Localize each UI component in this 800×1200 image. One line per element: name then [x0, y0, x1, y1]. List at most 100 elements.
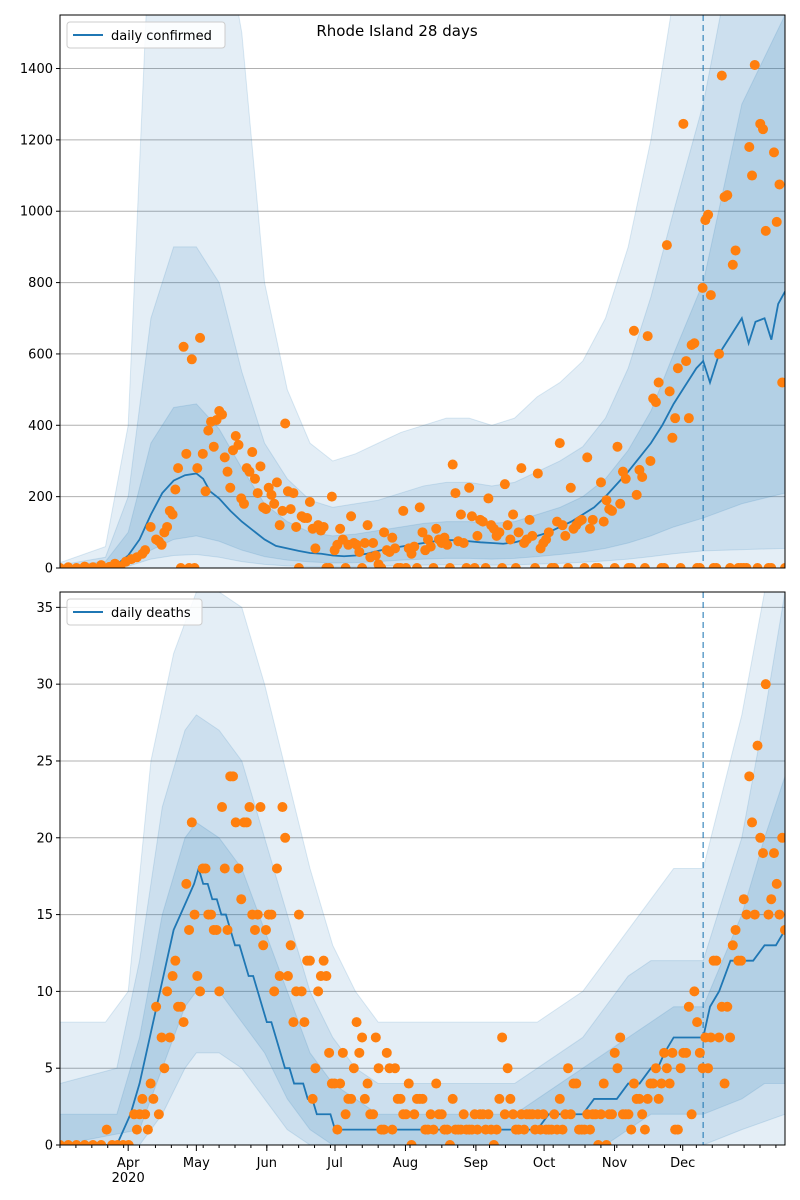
observed-point [357, 563, 368, 568]
observed-point [148, 1093, 159, 1104]
observed-point [747, 170, 758, 181]
observed-point [532, 468, 543, 479]
x-tick-label: Dec [670, 1156, 695, 1171]
observed-point [425, 1109, 436, 1120]
observed-point [502, 520, 513, 531]
observed-point [288, 1017, 299, 1028]
y-tick-label: 200 [28, 490, 53, 505]
observed-point [217, 802, 228, 813]
observed-point [771, 878, 782, 889]
observed-point [571, 1078, 582, 1089]
observed-point [615, 498, 626, 509]
observed-point [346, 1093, 357, 1104]
observed-point [340, 1109, 351, 1120]
observed-point [142, 1124, 153, 1135]
observed-point [461, 563, 472, 568]
observed-point [634, 1093, 645, 1104]
observed-point [744, 142, 755, 153]
observed-point [579, 563, 590, 568]
observed-point [326, 491, 337, 502]
observed-point [714, 348, 725, 359]
observed-point [159, 1063, 170, 1074]
observed-point [203, 425, 214, 436]
observed-point [370, 1032, 381, 1043]
observed-point [200, 486, 211, 497]
observed-point [184, 924, 195, 935]
observed-point [167, 509, 178, 520]
legend: daily confirmed [66, 21, 226, 49]
observed-point [192, 971, 203, 982]
observed-point [170, 484, 181, 495]
observed-point [637, 1109, 648, 1120]
observed-point [406, 1140, 417, 1145]
observed-point [428, 1124, 439, 1135]
observed-point [304, 496, 315, 507]
observed-point [156, 1032, 167, 1043]
observed-point [749, 909, 760, 920]
y-tick-label: 20 [36, 831, 53, 846]
observed-point [464, 482, 475, 493]
observed-point [626, 1124, 637, 1135]
observed-point [554, 1093, 565, 1104]
observed-point [431, 1078, 442, 1089]
observed-point [225, 482, 236, 493]
observed-point [153, 1109, 164, 1120]
observed-point [387, 532, 398, 543]
observed-point [631, 489, 642, 500]
observed-point [337, 1047, 348, 1058]
y-tick-label: 600 [28, 347, 53, 362]
observed-point [258, 940, 269, 951]
observed-point [63, 1140, 74, 1145]
observed-point [771, 216, 782, 227]
observed-point [719, 1078, 730, 1089]
uncertainty-band [60, 15, 785, 568]
observed-point [675, 563, 686, 568]
observed-point [186, 817, 197, 828]
observed-point [222, 924, 233, 935]
y-tick-label: 0 [45, 562, 53, 577]
y-axis-ticks: 0 5 10 15 20 25 30 35 [36, 601, 60, 1154]
observed-point [282, 971, 293, 982]
x-tick-label: May [183, 1156, 210, 1171]
observed-point [233, 439, 244, 450]
observed-point [208, 441, 219, 452]
observed-point [689, 986, 700, 997]
observed-point [228, 771, 239, 782]
observed-point [450, 488, 461, 499]
observed-point [488, 1140, 499, 1145]
observed-point [683, 413, 694, 424]
observed-point [444, 563, 455, 568]
observed-point [653, 1093, 664, 1104]
observed-point [401, 1109, 412, 1120]
y-tick-label: 1000 [20, 205, 53, 220]
observed-point [563, 563, 574, 568]
observed-point [730, 245, 741, 256]
observed-point [716, 70, 727, 81]
series-line-path [60, 865, 785, 1145]
observed-point [774, 909, 785, 920]
observed-point [357, 1032, 368, 1043]
observed-point [683, 1001, 694, 1012]
observed-point [694, 1047, 705, 1058]
observed-point [310, 543, 321, 554]
observed-point [269, 986, 280, 997]
observed-point [615, 1032, 626, 1043]
observed-point [379, 527, 390, 538]
observed-point [241, 817, 252, 828]
observed-point [140, 545, 151, 556]
legend-label: daily deaths [111, 606, 191, 621]
observed-point [727, 259, 738, 270]
observed-point [266, 909, 277, 920]
observed-point [236, 894, 247, 905]
observed-point [760, 225, 771, 236]
observed-point [260, 504, 271, 515]
observed-point [175, 563, 186, 568]
observed-point [219, 452, 230, 463]
observed-point [554, 438, 565, 449]
observed-point [156, 539, 167, 550]
y-tick-label: 400 [28, 419, 53, 434]
observed-point [96, 1140, 107, 1145]
observed-point [414, 502, 425, 513]
observed-point [483, 493, 494, 504]
observed-point [722, 1001, 733, 1012]
